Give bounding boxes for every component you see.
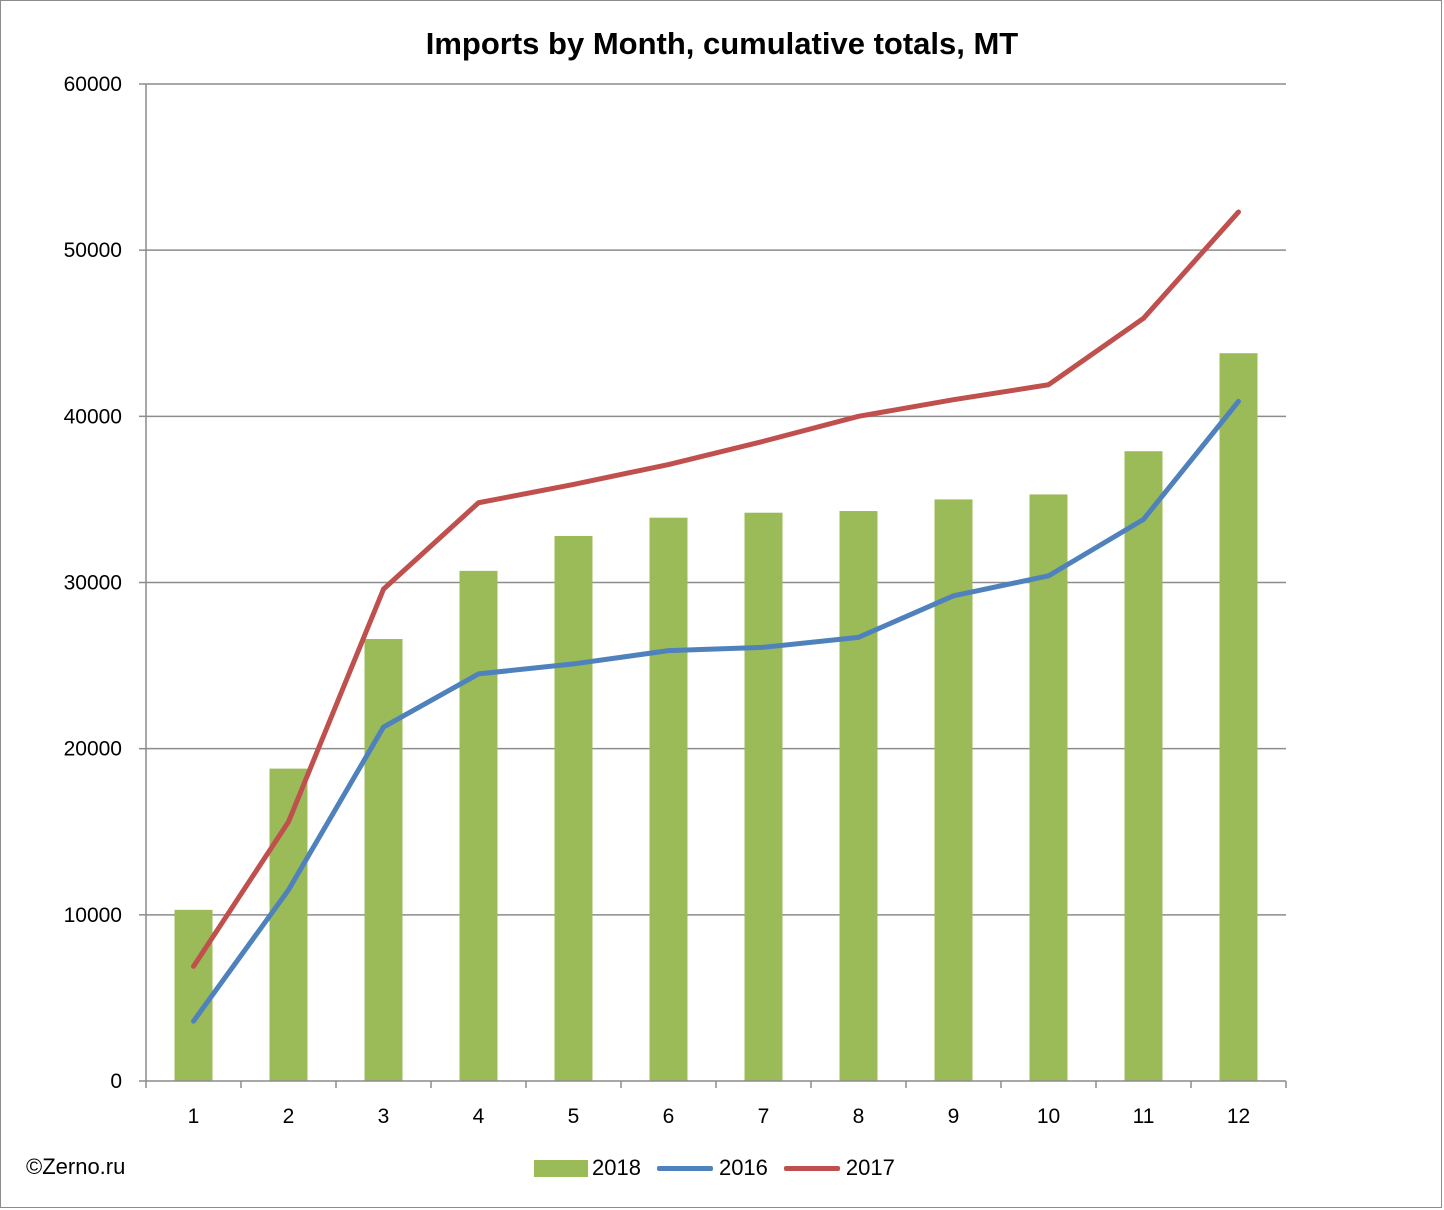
x-tick-label-11: 11 bbox=[1133, 1105, 1155, 1128]
x-tick-label-3: 3 bbox=[378, 1105, 390, 1128]
x-tick-label-1: 1 bbox=[188, 1105, 200, 1128]
bar-2018-1 bbox=[174, 909, 213, 1081]
x-tick-label-9: 9 bbox=[948, 1105, 960, 1128]
line-series-2016 bbox=[191, 398, 1241, 1024]
x-tick-label-2: 2 bbox=[283, 1105, 295, 1128]
x-tick-label-4: 4 bbox=[473, 1105, 485, 1128]
bar-2018-4 bbox=[459, 570, 498, 1081]
legend-label-2016: 2016 bbox=[718, 1155, 768, 1180]
bar-2018-8 bbox=[839, 511, 878, 1081]
line-series bbox=[191, 209, 1241, 1024]
y-tick-label-10000: 10000 bbox=[64, 904, 122, 927]
bar-2018-11 bbox=[1124, 451, 1163, 1081]
legend-label-2018: 2018 bbox=[592, 1155, 641, 1180]
y-tick-label-30000: 30000 bbox=[64, 572, 122, 595]
y-tick-label-60000: 60000 bbox=[64, 73, 122, 96]
y-axis-ticks: 0 10000 20000 30000 40000 50000 60000 bbox=[64, 73, 146, 1093]
legend-label-2017: 2017 bbox=[845, 1155, 895, 1180]
bar-2018-9 bbox=[934, 499, 973, 1082]
copyright-credit: ©Zerno.ru bbox=[26, 1154, 126, 1179]
legend-item-2016: 2016 bbox=[656, 1155, 768, 1181]
x-tick-label-7: 7 bbox=[758, 1105, 770, 1128]
bar-2018-7 bbox=[744, 512, 783, 1081]
legend-swatch-2016 bbox=[656, 1165, 713, 1171]
chart-title: Imports by Month, cumulative totals, MT bbox=[425, 26, 1019, 61]
bar-2018-6 bbox=[649, 517, 688, 1081]
x-tick-label-10: 10 bbox=[1037, 1105, 1060, 1128]
legend-swatch-2017 bbox=[783, 1165, 840, 1171]
gridlines bbox=[146, 83, 1286, 916]
y-tick-label-0: 0 bbox=[110, 1070, 122, 1093]
x-tick-label-12: 12 bbox=[1227, 1105, 1250, 1128]
bar-2018-10 bbox=[1029, 494, 1068, 1082]
legend-item-2018: 2018 bbox=[534, 1155, 641, 1181]
legend: 2018 2016 2017 bbox=[534, 1154, 911, 1182]
bar-2018-12 bbox=[1219, 353, 1258, 1081]
legend-item-2017: 2017 bbox=[783, 1155, 895, 1181]
x-tick-label-6: 6 bbox=[663, 1105, 675, 1128]
bar-2018-5 bbox=[554, 535, 593, 1081]
bar-series-2018 bbox=[174, 353, 1258, 1082]
x-tick-label-5: 5 bbox=[568, 1105, 580, 1128]
y-tick-label-50000: 50000 bbox=[64, 239, 122, 262]
x-axis-ticks: 1 2 3 4 5 6 7 8 9 10 11 12 bbox=[145, 1081, 1287, 1128]
x-tick-label-8: 8 bbox=[853, 1105, 865, 1128]
y-tick-label-20000: 20000 bbox=[64, 738, 122, 761]
y-tick-label-40000: 40000 bbox=[64, 405, 122, 428]
bar-2018-3 bbox=[364, 638, 403, 1081]
legend-swatch-2018 bbox=[534, 1159, 588, 1177]
line-series-2017 bbox=[191, 209, 1241, 969]
